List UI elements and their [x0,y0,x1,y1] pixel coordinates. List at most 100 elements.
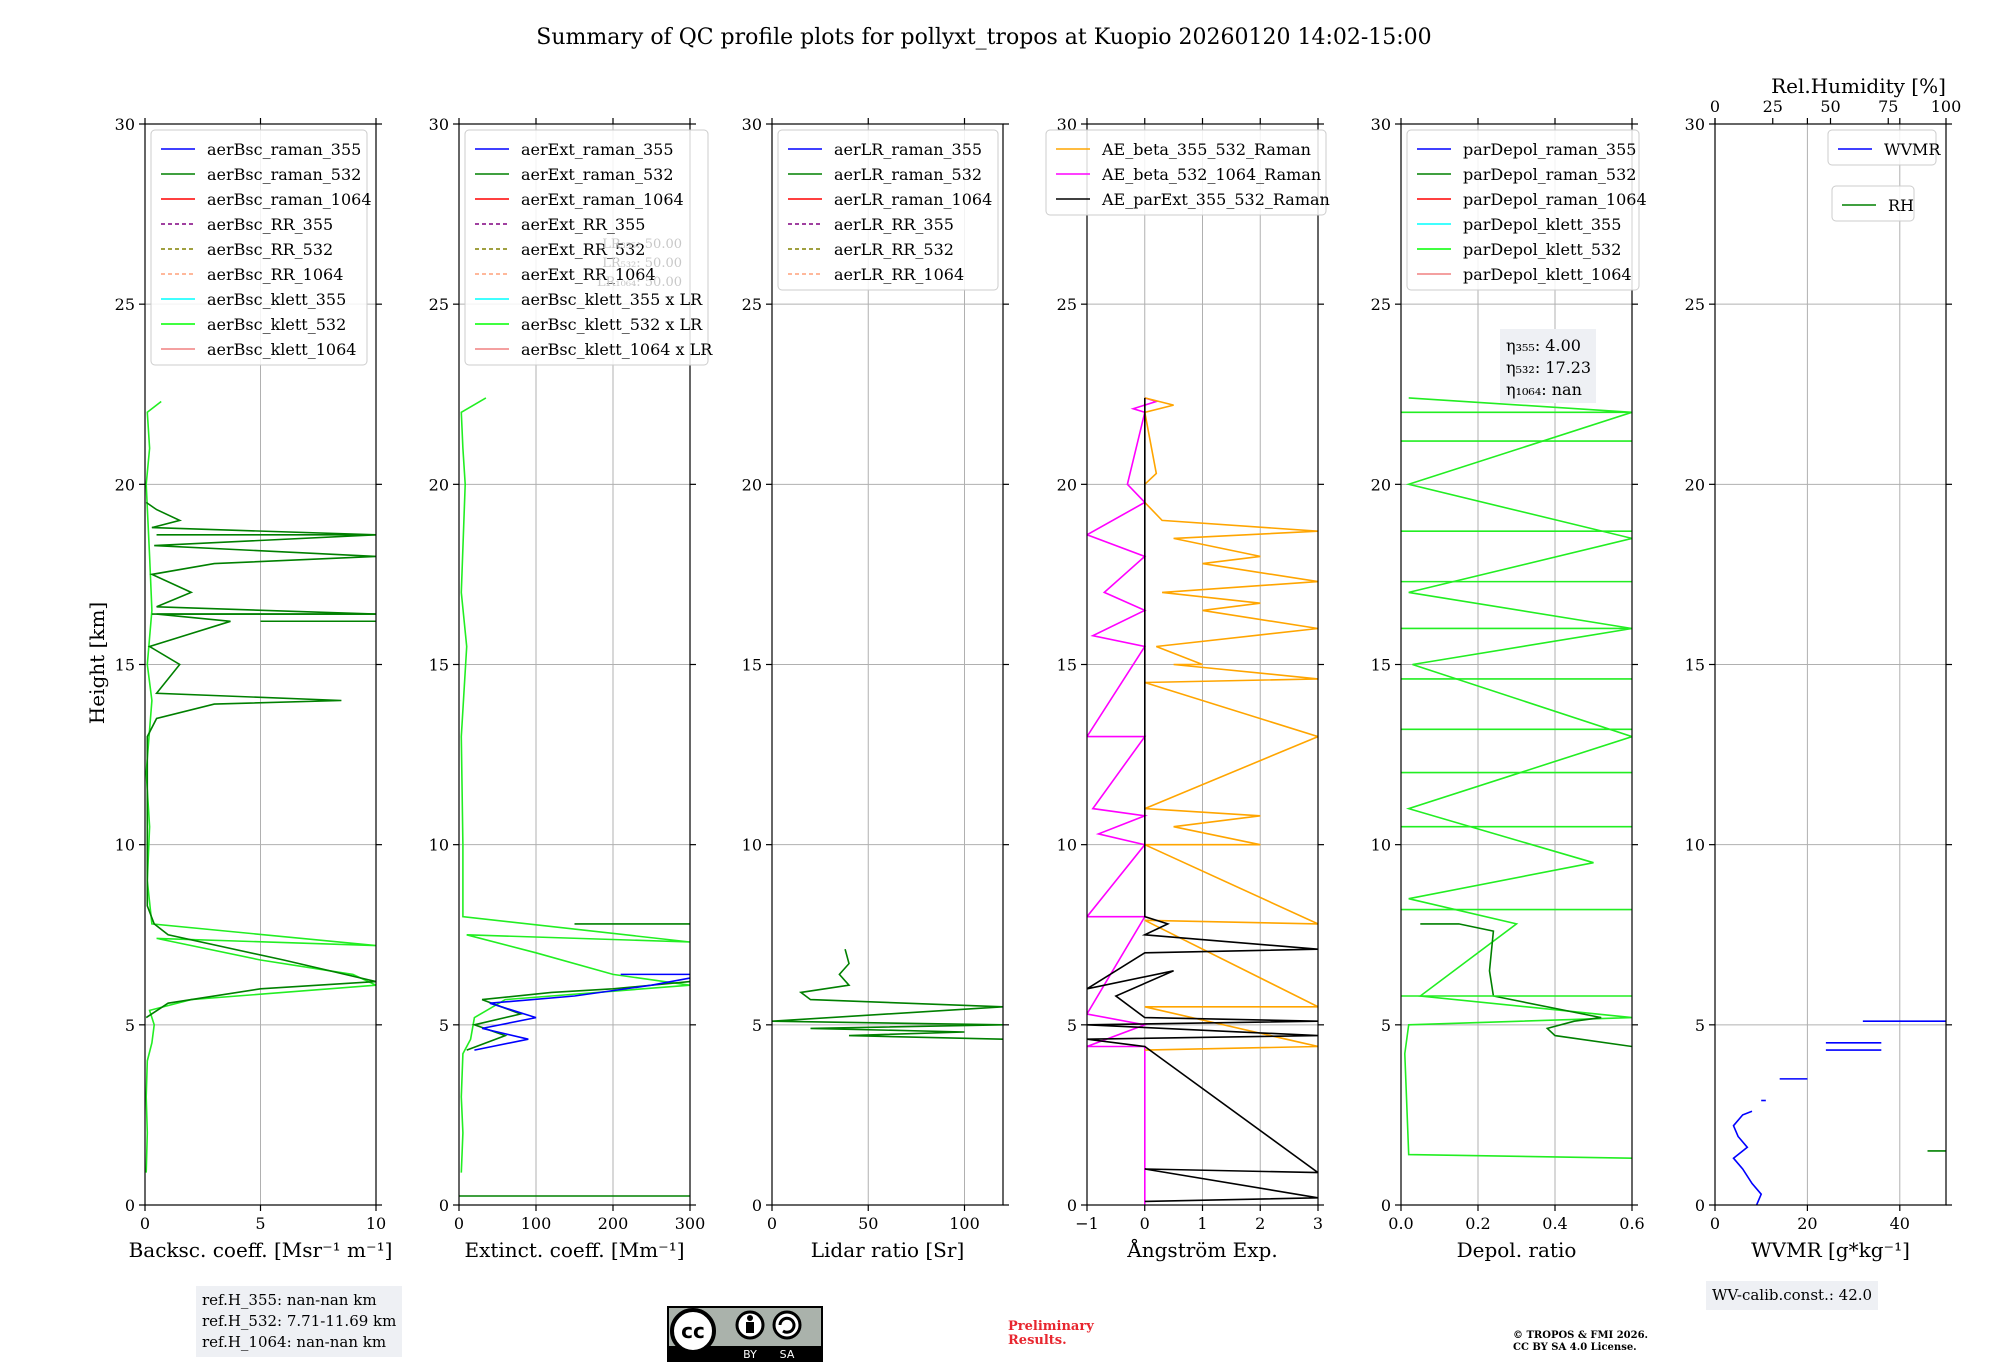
legend-label: aerBsc_klett_355 x LR [521,290,703,309]
legend-label: aerLR_raman_1064 [834,190,992,209]
y-tick-label: 0 [1381,1196,1391,1215]
x-tick-label: 0 [140,1214,150,1233]
y-tick-label: 25 [1057,295,1077,314]
legend-label: parDepol_klett_532 [1463,240,1621,259]
y-tick-label: 20 [1371,475,1391,494]
series-AE_beta_355_532_Raman [1143,397,1318,1051]
y-tick-label: 25 [115,295,135,314]
y-tick-label: 20 [742,475,762,494]
x-tick-label: 0.0 [1388,1214,1413,1233]
y-tick-label: 25 [1685,295,1705,314]
by-label: BY [743,1348,757,1361]
y-tick-label: 5 [752,1016,762,1035]
wv-calib-box: WV-calib.const.: 42.0 [1706,1281,1879,1310]
legend-label: aerBsc_RR_1064 [207,265,343,284]
legend-label: aerExt_RR_1064 [521,265,656,284]
legend-label: aerBsc_RR_532 [207,240,333,259]
y-tick-label: 20 [429,475,449,494]
legend-label: aerBsc_klett_1064 x LR [521,340,713,359]
legend-label: aerBsc_klett_532 [207,315,346,334]
legend-label: aerBsc_klett_355 [207,290,346,309]
y-tick-label: 20 [1057,475,1077,494]
cc-icon-text: cc [681,1319,705,1343]
y-tick-label: 0 [752,1196,762,1215]
y-tick-label: 5 [439,1016,449,1035]
legend-label: parDepol_raman_355 [1463,140,1636,159]
x-tick-label: 1 [1197,1214,1207,1233]
x-tick-label: 0 [767,1214,777,1233]
preliminary-line-2: Results. [1008,1333,1067,1348]
x-tick-label: 40 [1890,1214,1910,1233]
x-tick-label: 3 [1313,1214,1323,1233]
y-tick-label: 0 [439,1196,449,1215]
y-tick-label: 15 [742,656,762,675]
lr-note: LR₅₃₂: 50.00 [602,256,682,271]
y-tick-label: 30 [1057,115,1077,134]
top-tick-label: 100 [1931,97,1962,116]
x-axis-label: Backsc. coeff. [Msr⁻¹ m⁻¹] [129,1238,393,1262]
legend-label: aerBsc_raman_1064 [207,190,372,209]
y-tick-label: 15 [1057,656,1077,675]
legend-label: aerBsc_RR_355 [207,215,333,234]
y-tick-label: 10 [1685,836,1705,855]
x-tick-label: 0 [454,1214,464,1233]
x-tick-label: 20 [1797,1214,1817,1233]
ref-height-box: ref.H_355: nan-nan km ref.H_532: 7.71-11… [196,1286,403,1357]
legend-label: parDepol_klett_355 [1463,215,1621,234]
series-WVMR [1732,1110,1763,1205]
series-parDepol_raman_532 [1420,923,1632,1048]
legend: aerBsc_raman_355 aerBsc_raman_532 aerBsc_r… [150,129,372,366]
share-alike-icon [772,1310,802,1340]
legend: aerExt_raman_355 aerExt_raman_532 aerExt_r… [464,129,713,366]
y-tick-label: 20 [115,475,135,494]
x-tick-label: 0 [1140,1214,1150,1233]
lr-note: LR₃₅₅: 50.00 [602,237,682,252]
y-tick-label: 30 [1371,115,1391,134]
preliminary-note: Preliminary Results. [1008,1320,1094,1348]
x-tick-label: 200 [598,1214,629,1233]
y-tick-label: 20 [1685,475,1705,494]
y-tick-label: 5 [125,1016,135,1035]
y-tick-label: 10 [742,836,762,855]
eta-value: η₅₃₂: 17.23 [1506,358,1591,377]
series-aerExt_raman_355 [474,977,690,1051]
y-axis-label: Height [km] [85,602,109,724]
figure-title: Summary of QC profile plots for pollyxt_… [536,25,1431,50]
y-tick-label: 10 [115,836,135,855]
x-axis-label: Extinct. coeff. [Mm⁻¹] [464,1238,684,1262]
legend-label: AE_beta_355_532_Raman [1101,140,1311,159]
legend-label: aerLR_RR_1064 [834,265,964,284]
legend-label: aerExt_raman_1064 [521,190,684,209]
cc-icon [670,1308,716,1354]
series-aerExt_raman_532 [466,980,690,1051]
legend-label: aerBsc_klett_1064 [207,340,356,359]
legend-label: aerLR_raman_355 [834,140,982,159]
series-parDepol_klett_532 [1403,397,1632,1159]
x-axis-label: Ångström Exp. [1126,1237,1277,1262]
copyright-line-1: © TROPOS & FMI 2026. [1513,1330,1649,1341]
legend-label: aerExt_raman_532 [521,165,674,184]
y-tick-label: 30 [115,115,135,134]
panel-lidar_ratio: 0 50 100 0 5 10 15 20 25 30 Lidar ratio [Sr] aerLR_… [742,115,1009,1262]
eta-value: η₃₅₅: 4.00 [1506,336,1581,355]
legend-label: parDepol_raman_532 [1463,165,1636,184]
copyright-note: © TROPOS & FMI 2026. CC BY SA 4.0 Licens… [1513,1330,1648,1354]
x-axis-label: Depol. ratio [1457,1238,1577,1262]
y-tick-label: 10 [1371,836,1391,855]
y-tick-label: 30 [429,115,449,134]
legend-label: AE_beta_532_1064_Raman [1101,165,1321,184]
y-tick-label: 0 [1067,1196,1077,1215]
panel-backscatter: 0 5 10 0 5 10 15 20 25 30 Backsc. coeff. [Msr⁻¹ m⁻… [115,115,393,1262]
cc-license-badge: cc BY SA [667,1306,823,1362]
lr-note: LR₁₀₆₄: 50.00 [597,275,682,290]
legend-rh: RH [1831,185,1915,222]
legend-label: parDepol_raman_1064 [1463,190,1647,209]
legend-label: aerLR_RR_532 [834,240,954,259]
series-aerBsc_raman_532 [145,501,376,1019]
legend-label: aerLR_RR_355 [834,215,954,234]
x-tick-label: 300 [675,1214,706,1233]
y-tick-label: 0 [1695,1196,1705,1215]
legend-label: aerExt_raman_355 [521,140,674,159]
